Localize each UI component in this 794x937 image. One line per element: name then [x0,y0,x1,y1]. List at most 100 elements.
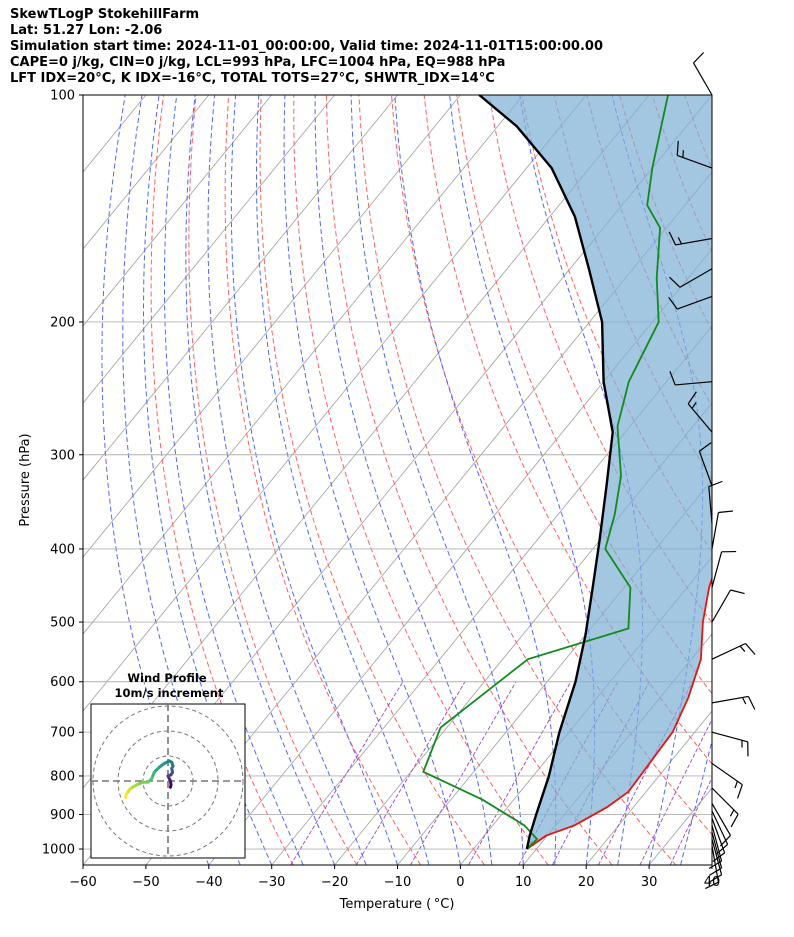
mixing-ratio-line [410,681,517,865]
cin-region [479,95,712,849]
moist-adiabat [711,863,712,865]
y-tick-label: 800 [50,769,75,784]
barb-flag [716,843,729,855]
barb-staff [708,486,713,524]
moist-adiabat [185,95,336,865]
barb-staff [711,731,748,743]
barb-flag [705,881,719,890]
barb-staff [711,762,743,786]
x-tick-label: −50 [132,875,159,890]
y-tick-label: 700 [50,726,75,741]
barb-staff [711,589,732,623]
barb-staff [698,450,713,487]
chart-header: SkewTLogP StokehillFarm Lat: 51.27 Lon: … [10,7,603,87]
wind-barb [711,762,743,799]
moist-adiabat [207,95,367,865]
barb-staff [711,825,723,862]
moist-adiabat [350,95,524,865]
dry-adiabat [224,95,422,865]
isotherm [775,95,794,865]
barb-staff [711,810,729,845]
y-axis-ticks: 1000 900 800 700 600 500 400 300 200 100 [42,89,83,858]
barb-flag [668,296,678,310]
x-tick-label: 0 [456,875,464,890]
wind-barb [687,391,713,433]
barb-half-flag [691,402,697,409]
y-tick-label: 200 [50,315,75,330]
moist-adiabat [314,95,493,865]
barb-half-flag [734,781,738,789]
barb-flag [730,589,745,595]
wind-barbs [668,52,756,890]
temperature-line [526,575,712,850]
hodograph-title: Wind Profile [127,671,207,685]
barb-staff [711,803,732,836]
barb-half-flag [677,237,683,245]
barb-flag [668,231,677,246]
dry-adiabat [259,95,485,865]
barb-half-flag [729,809,735,817]
moist-adiabat [164,95,304,865]
hodograph-inset: Wind Profile 10m/s increment [90,671,246,859]
isotherm [83,95,461,558]
y-tick-label: 600 [50,675,75,690]
wind-barb [668,231,713,246]
isotherm [83,95,398,481]
wind-barb [708,838,723,883]
y-tick-label: 300 [50,448,75,463]
x-tick-label: −60 [69,875,96,890]
wind-barb [711,550,737,588]
isotherm [83,95,524,635]
cape-text: CAPE=0 j/kg, CIN=0 j/kg, LCL=993 hPa, LF… [10,55,506,70]
barb-flag [693,52,705,64]
location-text: Lat: 51.27 Lon: -2.06 [10,23,163,38]
barb-staff [677,295,713,310]
isotherm [83,95,587,712]
mixing-ratio-line [355,681,466,865]
barb-flag [669,371,676,386]
wind-barb [711,642,756,660]
wind-barb [711,787,739,828]
mixing-ratio-line [468,681,572,865]
moist-adiabat [283,95,461,865]
moist-adiabat [256,95,430,865]
dry-adiabat [150,95,294,865]
barb-staff [711,817,726,854]
barb-staff [675,381,713,386]
x-tick-label: 20 [578,875,595,890]
barb-staff [711,787,739,815]
x-axis-label: Temperature ( °C) [339,897,455,912]
barb-staff [711,512,720,550]
barb-staff [675,237,713,246]
y-tick-label: 100 [50,89,75,104]
isotherm [83,95,210,250]
x-axis-ticks: −60 −50 −40 −30 −20 −10 0 10 20 30 40 [69,865,720,890]
isotherm [397,479,712,865]
barb-flag [708,874,722,883]
wind-barb [692,52,713,96]
x-tick-label: −10 [384,875,411,890]
hodograph-content [91,704,245,858]
wind-barb [708,480,723,524]
wind-barb [698,442,713,487]
dry-adiabat [717,95,794,865]
x-tick-label: 10 [515,875,532,890]
y-axis-label: Pressure (hPa) [18,433,33,526]
barb-flag [687,391,697,405]
barb-staff [711,551,723,588]
mixing-ratio-line [669,776,712,865]
wind-barb [668,295,713,310]
dry-adiabat [488,95,712,624]
barb-flag [676,140,679,156]
barb-half-flag [682,150,684,158]
y-tick-label: 1000 [42,843,75,858]
dry-adiabat [783,95,794,865]
barb-staff [679,268,713,288]
barb-staff [711,832,723,869]
wind-barb [711,731,749,757]
y-tick-label: 900 [50,808,75,823]
barb-half-flag [739,645,746,652]
wind-barb [711,695,756,710]
barb-flag [698,442,712,452]
